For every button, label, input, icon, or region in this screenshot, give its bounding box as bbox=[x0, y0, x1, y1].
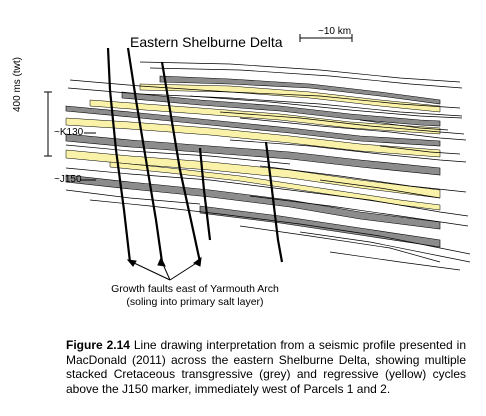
grey-band-4 bbox=[65, 133, 441, 176]
grey-band-5 bbox=[65, 174, 441, 230]
growth-faults bbox=[106, 47, 284, 263]
seismic-line-drawing bbox=[44, 34, 471, 281]
yellow-band-5 bbox=[109, 161, 441, 211]
caption-label: Figure 2.14 bbox=[66, 338, 130, 352]
fault-5 bbox=[264, 141, 284, 263]
grey-band-6 bbox=[199, 205, 441, 248]
horizon-label-j150: ~J150 bbox=[54, 174, 82, 185]
grey-band-2 bbox=[121, 91, 441, 127]
fault-3 bbox=[160, 61, 202, 263]
fault-2 bbox=[126, 47, 164, 263]
annotation-arrows bbox=[126, 256, 202, 281]
grey-band-3 bbox=[65, 105, 441, 147]
faults-annotation-line1: Growth faults east of Yarmouth Arch bbox=[111, 283, 279, 295]
grey-band-1 bbox=[159, 75, 441, 105]
figure-caption: Figure 2.14 Line drawing interpretation … bbox=[66, 338, 466, 396]
caption-text: Line drawing interpretation from a seism… bbox=[66, 338, 466, 396]
regressive-bands bbox=[65, 83, 441, 211]
horizontal-scale-bar bbox=[299, 34, 353, 42]
faults-annotation-line2: (soling into primary salt layer) bbox=[126, 296, 264, 308]
scale-bar-label: ~10 km bbox=[318, 26, 352, 37]
faults-annotation: Growth faults east of Yarmouth Arch (sol… bbox=[60, 283, 330, 309]
reflector-lines bbox=[65, 61, 471, 271]
horizon-label-k130: ~K130 bbox=[54, 127, 84, 138]
transgressive-bands bbox=[65, 75, 441, 248]
vertical-scale-bar bbox=[44, 91, 52, 157]
yellow-band-2 bbox=[89, 99, 441, 135]
time-scale-label: 400 ms (twt) bbox=[12, 56, 23, 112]
horizon-ticks bbox=[80, 132, 96, 181]
fault-4 bbox=[198, 147, 212, 241]
figure-title: Eastern Shelburne Delta bbox=[130, 34, 283, 50]
yellow-band-3 bbox=[65, 117, 441, 158]
fault-1 bbox=[106, 47, 132, 263]
